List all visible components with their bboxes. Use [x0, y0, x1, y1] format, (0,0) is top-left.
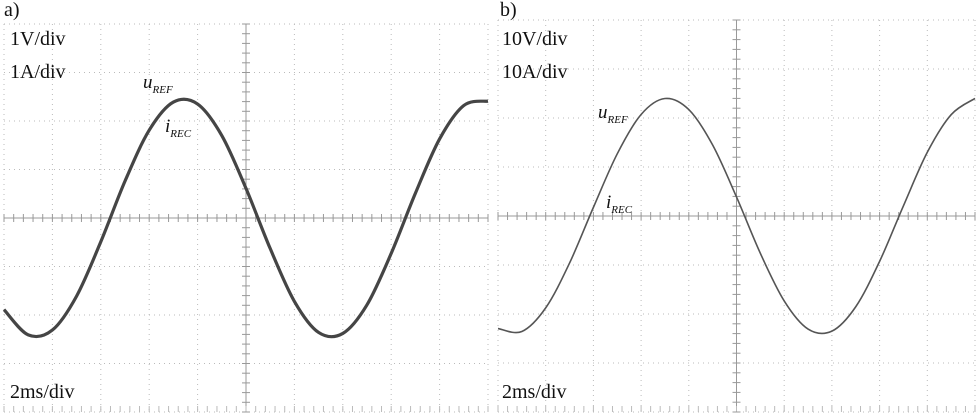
annotation: iREC: [606, 192, 633, 216]
annotation-sub: REC: [169, 128, 191, 140]
annotation-main: u: [143, 72, 153, 93]
scale-label: 1A/div: [10, 61, 66, 83]
time-scale-label: 2ms/div: [502, 381, 566, 403]
annotation-sub: REC: [610, 204, 632, 216]
annotation: iREC: [165, 116, 192, 140]
panel-label: a): [4, 0, 20, 21]
scale-label: 1V/div: [10, 28, 66, 50]
annotation: uREF: [143, 72, 173, 96]
annotation-sub: REF: [607, 114, 628, 126]
scale-label: 10V/div: [502, 28, 568, 50]
figure: a)1V/div1A/div2ms/divuREFiRECb)10V/div10…: [0, 0, 976, 414]
scale-label: 10A/div: [502, 61, 568, 83]
panel: b) 10V/div 10A/div 2ms/div uREF iREC: [498, 0, 975, 412]
annotation-sub: REF: [152, 84, 173, 96]
panel-label: b): [500, 0, 517, 21]
time-scale-label: 2ms/div: [10, 381, 74, 403]
annotation-main: u: [598, 102, 608, 123]
annotation: uREF: [598, 102, 628, 126]
panel: a) 1V/div 1A/div 2ms/div uREF iREC: [4, 0, 488, 412]
